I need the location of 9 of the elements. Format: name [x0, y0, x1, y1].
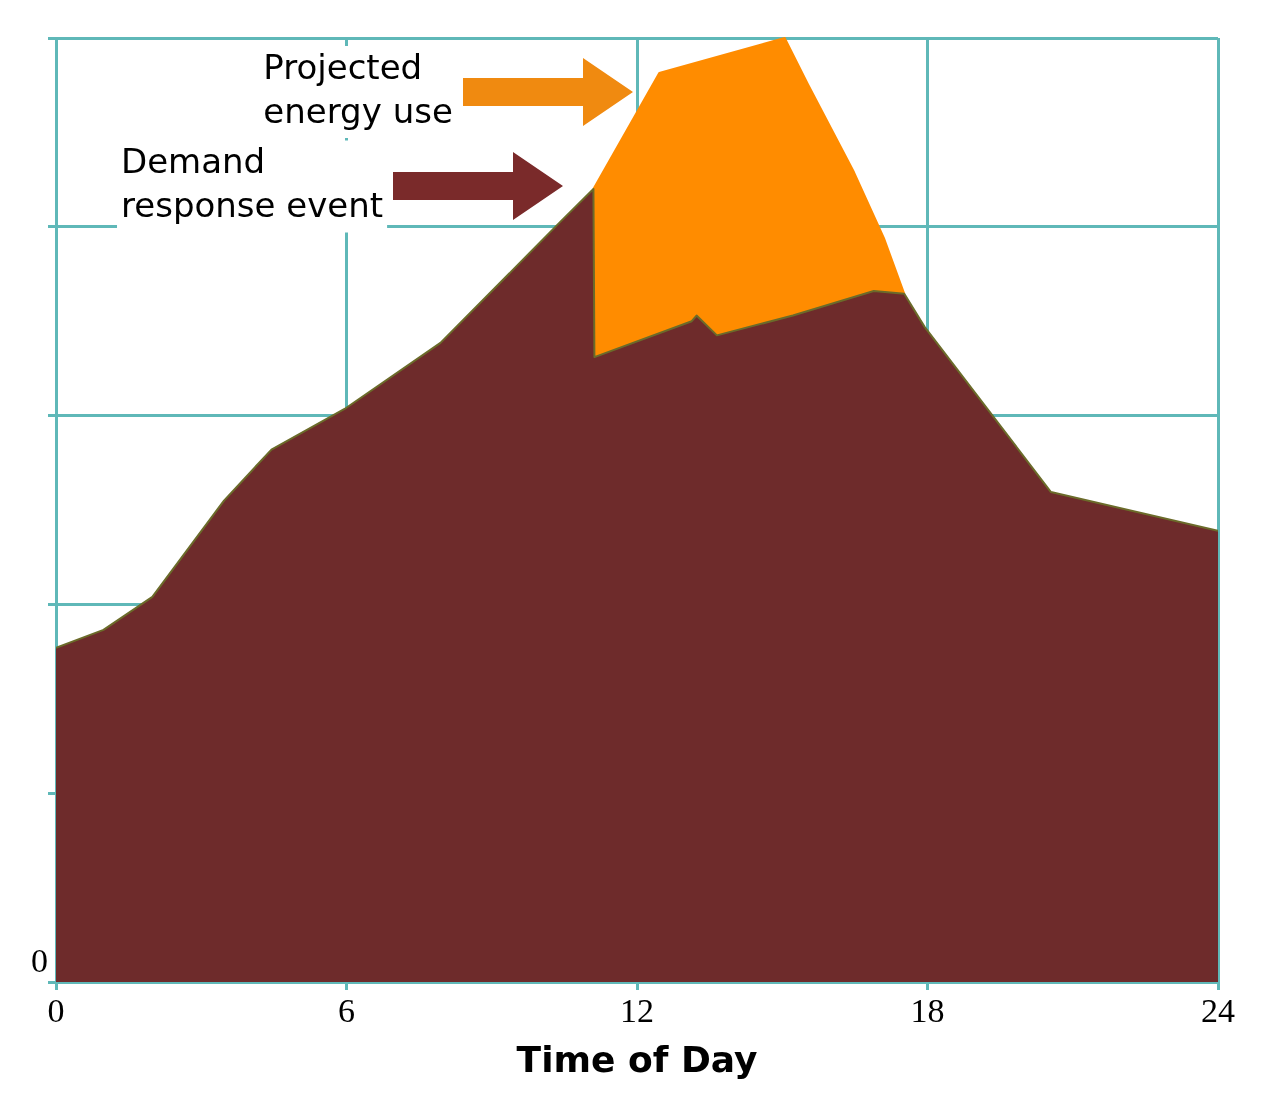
x-axis-title: Time of Day — [516, 1038, 758, 1080]
x-tick-label: 6 — [338, 992, 355, 1030]
x-tick-label: 24 — [1201, 992, 1235, 1030]
annotation: Projected energy use — [263, 46, 453, 131]
annotation: Demand response event — [121, 141, 384, 226]
annotation: 0 — [31, 941, 48, 979]
x-tick-label: 12 — [620, 992, 654, 1030]
x-tick-label: 18 — [910, 992, 945, 1030]
x-tick-label: 0 — [47, 992, 65, 1030]
